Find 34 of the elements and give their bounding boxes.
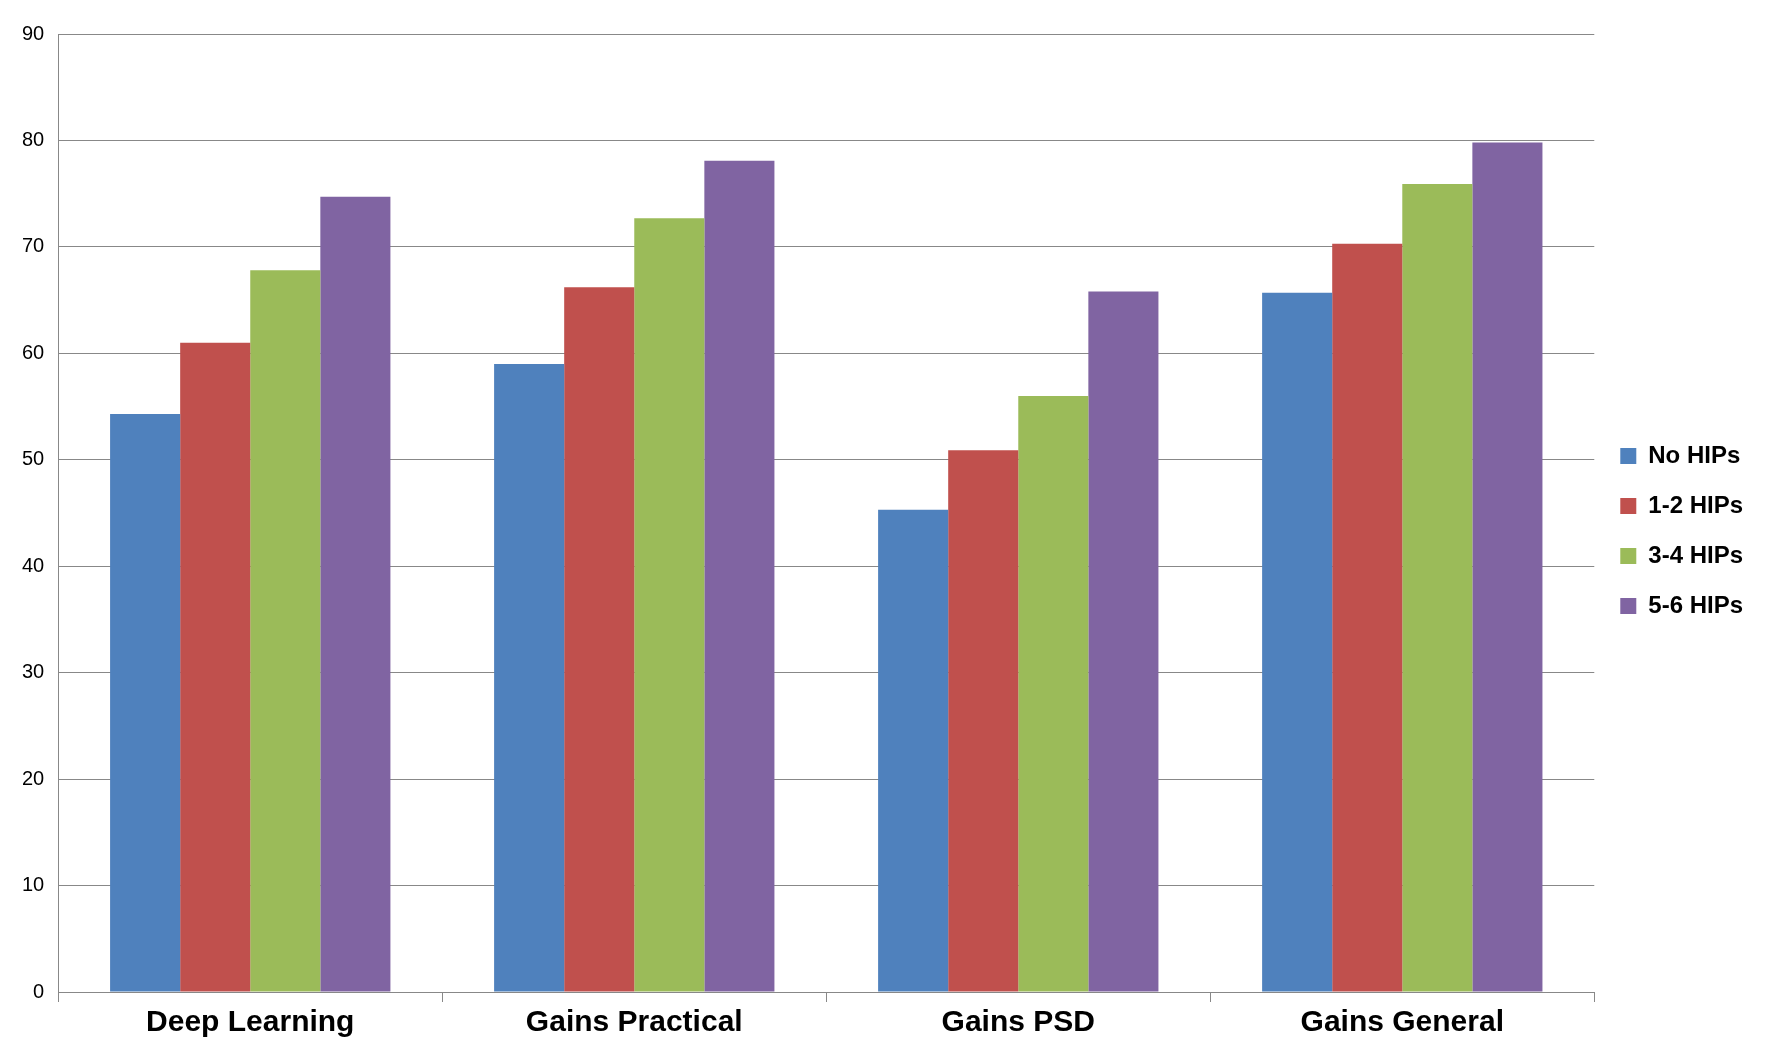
bar xyxy=(1088,291,1159,992)
y-tick-label: 20 xyxy=(22,766,45,789)
bar xyxy=(250,270,321,992)
legend-label: 3-4 HIPs xyxy=(1648,540,1744,568)
y-tick-label: 10 xyxy=(22,873,45,896)
bar xyxy=(1472,142,1543,992)
legend-label: 1-2 HIPs xyxy=(1648,490,1744,518)
y-tick-label: 50 xyxy=(22,447,45,470)
bar xyxy=(564,287,635,992)
bar xyxy=(1262,292,1333,992)
legend-label: No HIPs xyxy=(1648,440,1741,468)
legend-label: 5-6 HIPs xyxy=(1648,590,1744,618)
bar xyxy=(110,414,181,992)
bar xyxy=(1332,243,1403,992)
bar xyxy=(180,342,251,992)
y-tick-label: 70 xyxy=(22,234,45,257)
y-tick-label: 30 xyxy=(22,660,45,683)
x-tick-label: Gains PSD xyxy=(941,1004,1095,1038)
bar xyxy=(948,450,1019,992)
y-tick-label: 40 xyxy=(22,553,45,576)
y-tick-label: 60 xyxy=(22,340,45,363)
x-tick-label: Deep Learning xyxy=(146,1004,355,1038)
bar xyxy=(704,160,775,992)
bar xyxy=(1402,184,1473,992)
bar xyxy=(634,218,705,992)
x-tick-label: Gains General xyxy=(1300,1004,1504,1038)
y-tick-label: 0 xyxy=(33,979,45,1002)
bar xyxy=(1018,395,1089,992)
y-tick-label: 80 xyxy=(22,127,45,150)
bar xyxy=(320,196,391,992)
bar xyxy=(494,363,565,992)
x-tick-label: Gains Practical xyxy=(525,1004,743,1038)
bar xyxy=(878,509,949,992)
y-tick-label: 90 xyxy=(22,21,45,44)
